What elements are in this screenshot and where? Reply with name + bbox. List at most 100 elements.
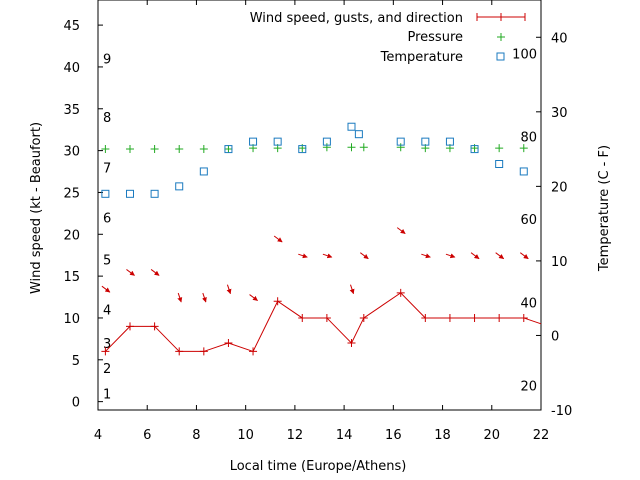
x-tick-label: 8 xyxy=(192,428,200,443)
y-tick-label: 30 xyxy=(63,145,80,160)
wind-speed-point xyxy=(175,347,184,356)
wind-direction-arrow xyxy=(177,292,183,303)
fahrenheit-labels: 20 40 60 80 100 xyxy=(512,48,537,395)
wind-direction-arrow xyxy=(273,235,283,243)
beaufort-label: 5 xyxy=(103,253,111,268)
temperature-series xyxy=(101,122,528,198)
beaufort-label: 6 xyxy=(103,212,111,227)
wind-direction-arrow xyxy=(519,252,529,260)
beaufort-label: 1 xyxy=(103,387,111,402)
y2-tick-label: 30 xyxy=(551,106,568,121)
x-axis-label: Local time (Europe/Athens) xyxy=(230,459,407,474)
pressure-point xyxy=(396,143,405,152)
temperature-point xyxy=(249,137,258,146)
wind-speed-point xyxy=(396,288,405,297)
temperature-point xyxy=(199,167,208,176)
fahrenheit-label: 40 xyxy=(520,297,537,312)
temperature-point xyxy=(495,160,504,168)
legend-wind-label: Wind speed, gusts, and direction xyxy=(250,11,463,26)
x-tick-label: 12 xyxy=(287,428,304,443)
wind-speed-point xyxy=(519,313,528,322)
x-tick-label: 10 xyxy=(237,428,254,443)
wind-speed-point xyxy=(150,322,159,331)
wind-direction-arrow xyxy=(396,227,406,235)
y2-tick-label: -10 xyxy=(551,404,572,419)
wind-direction-arrow xyxy=(298,253,308,259)
pressure-point xyxy=(150,144,159,153)
wind-speed-point xyxy=(125,322,134,331)
y-tick-label: 0 xyxy=(72,396,80,411)
temperature-point xyxy=(150,189,159,198)
y2-tick-label: 10 xyxy=(551,255,568,270)
temperature-point xyxy=(347,122,356,131)
temperature-point xyxy=(175,182,184,191)
wind-speed-point xyxy=(421,313,430,322)
plot-frame xyxy=(97,0,542,411)
temperature-point xyxy=(298,145,307,154)
y-axis-ticks: 0 5 10 15 20 25 30 35 40 45 xyxy=(63,19,103,411)
wind-direction-arrow xyxy=(470,252,480,260)
y-tick-label: 35 xyxy=(63,103,80,118)
wind-speed-point xyxy=(273,297,282,306)
temperature-point xyxy=(445,137,454,146)
wind-direction-arrow xyxy=(150,269,160,276)
legend-temperature-label: Temperature xyxy=(380,50,463,65)
x-tick-label: 6 xyxy=(143,428,151,443)
y-tick-label: 40 xyxy=(63,61,80,76)
wind-direction-arrow xyxy=(445,253,456,259)
wind-direction-arrow xyxy=(349,284,355,295)
wind-direction-arrow xyxy=(495,252,505,260)
fahrenheit-label: 20 xyxy=(520,379,537,394)
beaufort-label: 4 xyxy=(103,304,111,319)
pressure-point xyxy=(125,144,134,153)
pressure-point xyxy=(322,143,331,152)
y-tick-label: 20 xyxy=(63,228,80,243)
temperature-point xyxy=(421,137,430,146)
legend: Wind speed, gusts, and direction Pressur… xyxy=(250,11,526,65)
wind-direction-arrow xyxy=(359,252,369,260)
legend-pressure-label: Pressure xyxy=(407,30,463,45)
temperature-point xyxy=(470,145,479,154)
beaufort-label: 7 xyxy=(103,161,111,176)
wind-speed-point xyxy=(359,313,368,322)
wind-direction-arrow xyxy=(226,284,232,295)
wind-direction-arrow xyxy=(249,294,258,301)
y-tick-label: 15 xyxy=(63,270,80,285)
temperature-point xyxy=(322,137,331,146)
x-tick-label: 20 xyxy=(484,428,501,443)
fahrenheit-label: 80 xyxy=(520,130,537,145)
beaufort-label: 9 xyxy=(103,53,111,68)
wind-speed-line xyxy=(105,292,542,353)
wind-speed-point xyxy=(495,313,504,322)
wind-speed-point xyxy=(445,313,454,322)
wind-speed-point xyxy=(199,347,208,356)
fahrenheit-label: 60 xyxy=(520,213,537,228)
wind-speed-point xyxy=(298,313,307,322)
wind-speed-point xyxy=(249,347,258,356)
pressure-point xyxy=(101,144,110,153)
legend-pressure-sample xyxy=(497,33,505,41)
wind-direction-arrow xyxy=(421,253,431,259)
wind-speed-point xyxy=(347,339,356,348)
y-tick-label: 45 xyxy=(63,19,80,34)
pressure-point xyxy=(224,144,233,153)
temperature-point xyxy=(519,167,528,176)
fahrenheit-label: 100 xyxy=(512,48,537,63)
y2-tick-label: 20 xyxy=(551,180,568,195)
wind-speed-point xyxy=(101,347,110,356)
y2-axis-ticks: -10 0 10 20 30 40 xyxy=(536,31,572,419)
pressure-point xyxy=(495,144,504,153)
wind-direction-arrow xyxy=(202,292,207,303)
y-tick-label: 25 xyxy=(63,186,80,201)
temperature-point xyxy=(273,137,282,146)
y2-tick-label: 0 xyxy=(551,329,559,344)
wind-speed-point xyxy=(224,339,233,348)
y2-tick-label: 40 xyxy=(551,31,568,46)
y-axis-label: Wind speed (kt - Beaufort) xyxy=(29,122,44,294)
wind-speed-point xyxy=(322,313,331,322)
pressure-point xyxy=(175,144,184,153)
y2-axis-label: Temperature (C - F) xyxy=(597,145,612,272)
beaufort-labels: 1 2 3 4 5 6 7 8 9 xyxy=(103,53,111,403)
x-tick-label: 16 xyxy=(385,428,402,443)
